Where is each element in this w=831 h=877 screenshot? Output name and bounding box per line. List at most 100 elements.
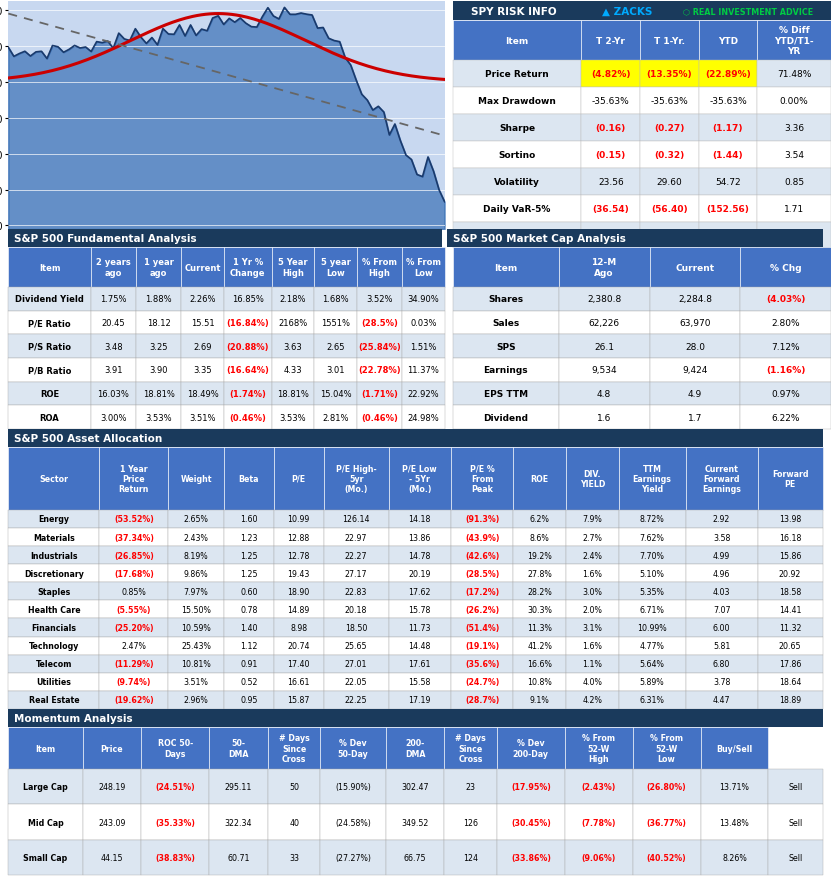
Bar bbox=[758, 637, 823, 655]
Text: 1.51%: 1.51% bbox=[411, 342, 436, 352]
Text: -35.63%: -35.63% bbox=[592, 97, 630, 106]
Text: 20.74: 20.74 bbox=[288, 641, 310, 651]
Text: 34.90%: 34.90% bbox=[407, 295, 439, 304]
Text: (4.82%): (4.82%) bbox=[591, 70, 631, 79]
Text: 22.05: 22.05 bbox=[345, 678, 367, 687]
Text: 5.81: 5.81 bbox=[713, 641, 730, 651]
Bar bbox=[323, 510, 389, 528]
Text: 14.78: 14.78 bbox=[409, 551, 431, 560]
Text: 7.97%: 7.97% bbox=[184, 588, 209, 596]
Text: (35.33%): (35.33%) bbox=[155, 817, 195, 827]
Bar bbox=[699, 61, 757, 88]
Text: (36.54): (36.54) bbox=[593, 204, 629, 213]
Text: 302.47: 302.47 bbox=[401, 782, 429, 791]
Bar bbox=[224, 565, 273, 582]
Text: 8.98: 8.98 bbox=[290, 624, 307, 632]
Bar bbox=[314, 382, 356, 406]
Bar bbox=[497, 840, 565, 875]
Text: 248.19: 248.19 bbox=[98, 782, 125, 791]
Text: Dividend Yield: Dividend Yield bbox=[15, 295, 84, 304]
Bar bbox=[566, 655, 618, 673]
Text: (28.5%): (28.5%) bbox=[361, 318, 398, 328]
Bar bbox=[273, 546, 323, 565]
Text: (15.90%): (15.90%) bbox=[335, 782, 371, 791]
Text: 1 Year
Price
Return: 1 Year Price Return bbox=[119, 464, 149, 494]
Bar bbox=[100, 691, 169, 709]
Bar bbox=[769, 840, 823, 875]
Bar bbox=[389, 655, 451, 673]
Text: 14.48: 14.48 bbox=[409, 641, 431, 651]
Text: 3.53%: 3.53% bbox=[280, 413, 307, 422]
Text: 3.25: 3.25 bbox=[150, 342, 168, 352]
Bar bbox=[632, 804, 701, 840]
Text: 4.8: 4.8 bbox=[597, 389, 612, 398]
Bar bbox=[323, 637, 389, 655]
Text: 20.45: 20.45 bbox=[101, 318, 125, 328]
Bar bbox=[100, 528, 169, 546]
Text: 4.0%: 4.0% bbox=[583, 678, 602, 687]
Text: 14.89: 14.89 bbox=[288, 605, 310, 614]
Text: (28.7%): (28.7%) bbox=[465, 695, 499, 704]
Bar bbox=[445, 769, 497, 804]
Text: % Dev
50-Day: % Dev 50-Day bbox=[337, 738, 368, 758]
Text: 5 Year
High: 5 Year High bbox=[278, 258, 307, 277]
Text: 13.71%: 13.71% bbox=[720, 782, 750, 791]
Text: 1 year
ago: 1 year ago bbox=[144, 258, 174, 277]
Bar bbox=[321, 840, 386, 875]
Bar bbox=[582, 222, 640, 249]
Bar bbox=[323, 655, 389, 673]
Bar bbox=[224, 335, 272, 359]
Bar bbox=[181, 311, 224, 335]
Text: 5.10%: 5.10% bbox=[640, 569, 665, 578]
Text: 20.65: 20.65 bbox=[779, 641, 801, 651]
Bar bbox=[699, 21, 757, 61]
Bar bbox=[389, 565, 451, 582]
Text: (51.4%): (51.4%) bbox=[465, 624, 499, 632]
Bar bbox=[169, 447, 224, 510]
Text: Buy/Sell: Buy/Sell bbox=[716, 744, 753, 752]
Text: 5 year
Low: 5 year Low bbox=[321, 258, 351, 277]
Text: Financials: Financials bbox=[32, 624, 76, 632]
Text: 3.1%: 3.1% bbox=[583, 624, 602, 632]
Bar bbox=[224, 691, 273, 709]
Bar bbox=[699, 222, 757, 249]
Text: (17.68%): (17.68%) bbox=[114, 569, 154, 578]
Bar bbox=[8, 619, 100, 637]
Bar bbox=[100, 601, 169, 619]
Bar bbox=[314, 311, 356, 335]
Bar bbox=[272, 335, 314, 359]
Bar bbox=[453, 115, 582, 142]
Text: 22.83: 22.83 bbox=[345, 588, 367, 596]
Text: (40.52%): (40.52%) bbox=[647, 853, 686, 862]
Text: 2.43%: 2.43% bbox=[184, 533, 209, 542]
Text: (28.5%): (28.5%) bbox=[465, 569, 499, 578]
Text: 126.14: 126.14 bbox=[342, 515, 370, 524]
Text: 2.81%: 2.81% bbox=[322, 413, 349, 422]
Text: (35.6%): (35.6%) bbox=[465, 660, 499, 668]
Bar bbox=[758, 447, 823, 510]
Text: Earnings: Earnings bbox=[484, 366, 529, 375]
Bar bbox=[453, 2, 831, 21]
Bar bbox=[82, 769, 141, 804]
Bar bbox=[514, 582, 566, 601]
Bar bbox=[169, 582, 224, 601]
Text: 3.54: 3.54 bbox=[784, 151, 804, 160]
Bar bbox=[169, 601, 224, 619]
Bar bbox=[323, 691, 389, 709]
Text: (43.9%): (43.9%) bbox=[465, 533, 499, 542]
Text: Item: Item bbox=[494, 263, 518, 272]
Text: 2.18%: 2.18% bbox=[280, 295, 306, 304]
Text: 3.01: 3.01 bbox=[327, 366, 345, 375]
Bar bbox=[224, 582, 273, 601]
Text: 22.25: 22.25 bbox=[345, 695, 367, 704]
Text: (9.06%): (9.06%) bbox=[582, 853, 616, 862]
Text: (1.16%): (1.16%) bbox=[766, 366, 805, 375]
Bar bbox=[445, 804, 497, 840]
Bar bbox=[268, 727, 321, 769]
Text: (26.80%): (26.80%) bbox=[647, 782, 686, 791]
Bar bbox=[402, 382, 445, 406]
Text: % From
High: % From High bbox=[362, 258, 397, 277]
Bar bbox=[8, 406, 91, 430]
Text: 4.47: 4.47 bbox=[713, 695, 730, 704]
Text: 10.59%: 10.59% bbox=[181, 624, 211, 632]
